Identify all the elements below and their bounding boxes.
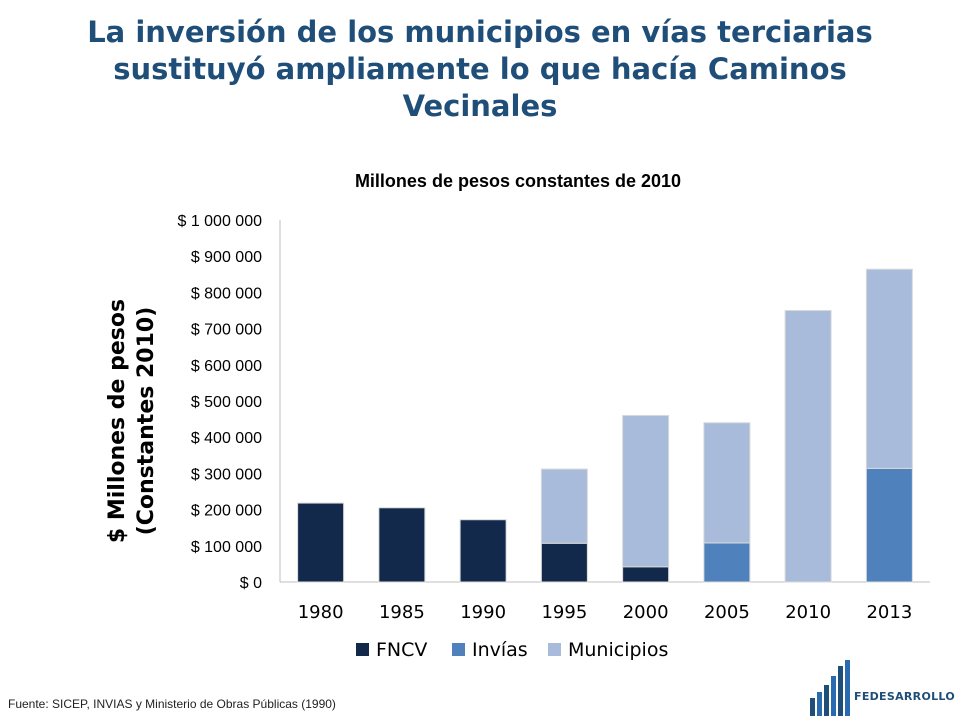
legend-swatch [356, 643, 369, 656]
bar-segment-municipios-2000 [622, 414, 670, 568]
y-tick-label: $ 500 000 [191, 394, 262, 411]
bar-segment-inv-as-2013 [865, 467, 913, 583]
bar-segment-fncv-1990 [459, 519, 507, 583]
y-tick-label: $ 100 000 [191, 539, 262, 556]
bar-segment-inv-as-2005 [703, 542, 751, 583]
legend-label: Municipios [568, 639, 668, 661]
y-axis-title-line: (Constantes 2010) [134, 307, 159, 536]
x-tick-label: 2010 [785, 602, 831, 623]
y-tick-label: $ 0 [240, 575, 262, 592]
y-axis-title: $ Millones de pesos (Constantes 2010) [105, 299, 159, 543]
x-tick-label: 1985 [379, 602, 425, 623]
y-tick-label: $ 200 000 [191, 503, 262, 520]
y-tick-label: $ 900 000 [191, 249, 262, 266]
y-tick-label: $ 1 000 000 [177, 213, 262, 230]
bars [297, 268, 913, 583]
y-tick-label: $ 300 000 [191, 466, 262, 483]
x-axis-tick-labels: 1980 1985 1990 1995 2000 2005 2010 2013 [298, 602, 913, 623]
bar-segment-municipios-1995 [540, 468, 588, 544]
y-axis-title-line: $ Millones de pesos [105, 299, 130, 543]
bar-segment-municipios-2005 [703, 422, 751, 544]
bar-segment-fncv-1995 [540, 542, 588, 583]
x-tick-label: 2005 [704, 602, 750, 623]
slide-title: La inversión de los municipios en vías t… [87, 15, 873, 123]
x-tick-label: 1990 [460, 602, 506, 623]
chart-title: Millones de pesos constantes de 2010 [354, 171, 682, 191]
fedesarrollo-logo: FEDESARROLLO [806, 658, 956, 718]
x-tick-label: 1980 [298, 602, 344, 623]
x-tick-label: 1995 [541, 602, 587, 623]
source-note: Fuente: SICEP, INVIAS y Ministerio de Ob… [8, 697, 336, 711]
y-axis-tick-labels: $ 0 $ 100 000 $ 200 000 $ 300 000 $ 400 000 $… [177, 213, 262, 592]
y-tick-label: $ 800 000 [191, 285, 262, 302]
legend: FNCV Invías Municipios [356, 639, 668, 661]
x-tick-label: 2000 [623, 602, 669, 623]
y-tick-label: $ 600 000 [191, 358, 262, 375]
bar-segment-municipios-2010 [784, 310, 832, 583]
legend-swatch [452, 643, 465, 656]
logo-text: FEDESARROLLO [854, 690, 955, 703]
legend-label: FNCV [376, 639, 427, 661]
x-tick-label: 2013 [866, 602, 912, 623]
bar-segment-municipios-2013 [865, 268, 913, 469]
logo-bars-icon [810, 660, 850, 716]
bar-segment-fncv-2000 [622, 566, 670, 583]
legend-label: Invías [472, 639, 528, 661]
y-tick-label: $ 400 000 [191, 430, 262, 447]
bar-segment-fncv-1985 [378, 507, 426, 583]
y-tick-label: $ 700 000 [191, 322, 262, 339]
legend-swatch [548, 643, 561, 656]
bar-segment-fncv-1980 [297, 502, 345, 583]
